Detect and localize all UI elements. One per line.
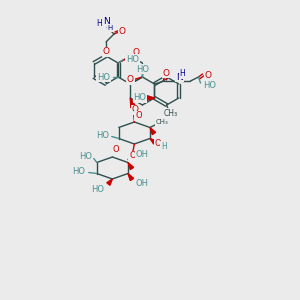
Text: O: O <box>127 76 134 85</box>
Text: OH: OH <box>136 150 149 159</box>
Text: HO: HO <box>79 152 92 161</box>
Text: HO: HO <box>203 82 217 91</box>
Text: H: H <box>107 25 112 31</box>
Text: H: H <box>161 142 167 151</box>
Polygon shape <box>130 98 136 108</box>
Polygon shape <box>128 163 134 170</box>
Text: HO: HO <box>92 184 104 194</box>
Polygon shape <box>150 128 156 135</box>
Text: H: H <box>96 20 102 28</box>
Text: O: O <box>118 28 125 37</box>
Text: O: O <box>103 47 110 56</box>
Text: HO: HO <box>126 55 139 64</box>
Text: CH₃: CH₃ <box>156 119 168 125</box>
Text: N: N <box>103 17 110 26</box>
Text: HO: HO <box>96 131 109 140</box>
Polygon shape <box>128 173 134 181</box>
Text: O: O <box>205 70 212 80</box>
Text: N: N <box>176 73 183 82</box>
Text: O: O <box>112 145 119 154</box>
Text: H: H <box>180 70 185 79</box>
Text: HO: HO <box>72 167 85 176</box>
Text: CH₃: CH₃ <box>164 109 178 118</box>
Text: O: O <box>132 106 139 115</box>
Text: O: O <box>129 152 136 160</box>
Text: O: O <box>154 139 161 148</box>
Text: HO: HO <box>97 73 110 82</box>
Text: OH: OH <box>136 179 149 188</box>
Text: HO: HO <box>136 64 149 74</box>
Text: O: O <box>135 112 142 121</box>
Polygon shape <box>107 179 112 185</box>
Text: HO: HO <box>134 94 146 103</box>
Polygon shape <box>150 139 156 144</box>
Text: O: O <box>163 68 170 77</box>
Text: O: O <box>133 48 140 57</box>
Polygon shape <box>146 95 154 101</box>
